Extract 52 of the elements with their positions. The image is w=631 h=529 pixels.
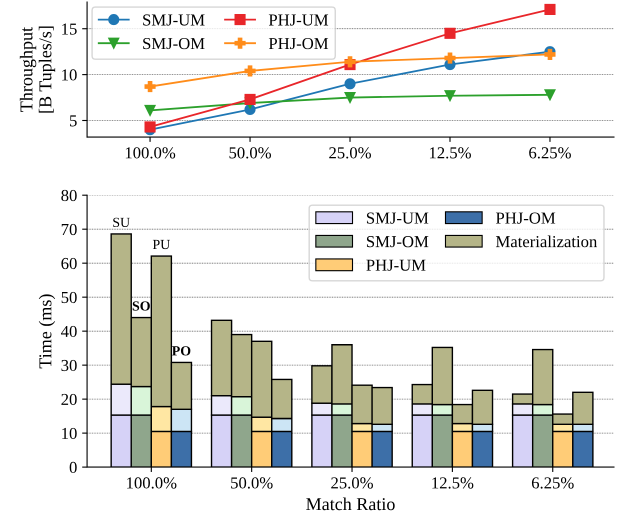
point bbox=[244, 94, 256, 105]
y-tick-label: 30 bbox=[61, 360, 77, 372]
point bbox=[444, 90, 456, 102]
legend-label: Materialization bbox=[496, 236, 598, 248]
x-tick-label: 25.0% bbox=[329, 147, 371, 159]
point bbox=[144, 80, 156, 92]
legend-label: SMJ-OM bbox=[366, 236, 428, 248]
point bbox=[344, 56, 356, 68]
y-tick-label: 20 bbox=[61, 394, 77, 406]
y-tick-label: 80 bbox=[61, 190, 77, 202]
y-tick-label: 5 bbox=[70, 115, 77, 126]
legend-label: PHJ-OM bbox=[268, 38, 328, 50]
point bbox=[244, 65, 256, 76]
point bbox=[344, 92, 356, 104]
point bbox=[544, 48, 556, 60]
y-axis-title: Throughput [B Tuples/s] bbox=[20, 26, 56, 113]
point bbox=[544, 89, 556, 100]
x-tick-label: 12.5% bbox=[432, 477, 474, 489]
x-tick-label: 100.0% bbox=[126, 147, 176, 159]
point bbox=[144, 121, 156, 132]
legend-label: SMJ-UM bbox=[366, 212, 428, 224]
legend-label: PHJ-OM bbox=[496, 212, 556, 224]
x-axis-title: Match Ratio bbox=[306, 498, 395, 510]
y-tick-label: 10 bbox=[62, 428, 77, 440]
point bbox=[444, 28, 456, 39]
point bbox=[444, 52, 456, 64]
annotation: SO bbox=[132, 301, 150, 311]
point bbox=[544, 4, 556, 16]
y-axis-title: Time (ms) bbox=[38, 294, 56, 368]
y-tick-label: 40 bbox=[61, 326, 77, 338]
x-tick-label: 12.5% bbox=[430, 147, 471, 159]
legend-label: SMJ-OM bbox=[143, 38, 205, 50]
x-tick-label: 100.0% bbox=[127, 477, 176, 489]
x-tick-label: 50.0% bbox=[229, 147, 271, 159]
x-tick-label: 6.25% bbox=[529, 147, 571, 159]
y-tick-label: 70 bbox=[62, 224, 77, 236]
annotation: SU bbox=[113, 218, 130, 228]
point bbox=[344, 78, 356, 90]
y-tick-label: 10 bbox=[62, 69, 77, 81]
legend-label: SMJ-UM bbox=[143, 14, 205, 26]
y-tick-label: 15 bbox=[62, 24, 77, 35]
annotation: PU bbox=[152, 240, 170, 250]
x-tick-label: 50.0% bbox=[231, 477, 273, 489]
y-tick-label: 50 bbox=[62, 292, 77, 304]
x-tick-label: 25.0% bbox=[331, 477, 373, 489]
y-tick-label: 60 bbox=[61, 258, 77, 270]
annotation: PO bbox=[172, 346, 190, 356]
legend-label: PHJ-UM bbox=[366, 260, 426, 271]
legend-label: PHJ-UM bbox=[268, 14, 328, 26]
y-tick-label: 0 bbox=[70, 462, 77, 474]
point bbox=[144, 104, 156, 116]
x-tick-label: 6.25% bbox=[532, 477, 574, 489]
